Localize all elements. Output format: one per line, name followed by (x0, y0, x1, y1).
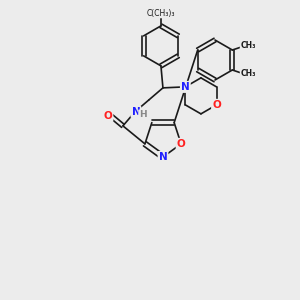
Text: CH₃: CH₃ (241, 41, 256, 50)
Text: N: N (132, 107, 140, 117)
Text: C(CH₃)₃: C(CH₃)₃ (147, 9, 175, 18)
Text: H: H (139, 110, 147, 119)
Text: N: N (181, 82, 190, 92)
Text: O: O (103, 111, 112, 121)
Text: N: N (159, 152, 167, 162)
Text: CH₃: CH₃ (241, 70, 256, 79)
Text: O: O (212, 100, 221, 110)
Text: O: O (177, 139, 185, 149)
